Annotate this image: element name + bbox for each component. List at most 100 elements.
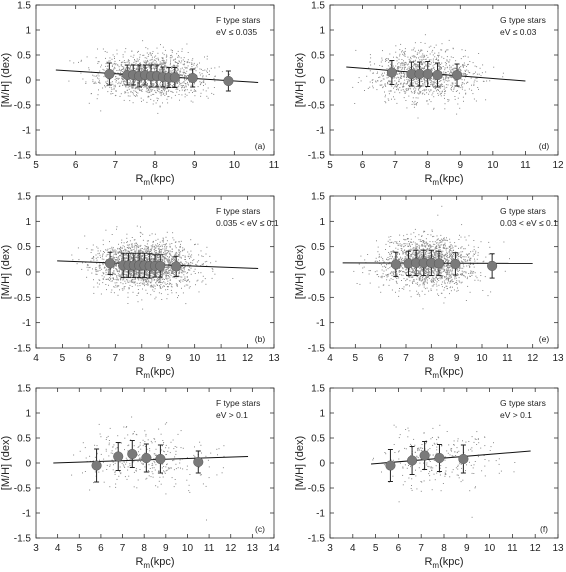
star-point <box>186 272 188 274</box>
star-point <box>161 271 163 273</box>
star-point <box>104 266 106 268</box>
star-point <box>146 278 148 279</box>
star-point <box>137 285 139 287</box>
star-point <box>171 256 173 258</box>
star-point <box>396 102 398 104</box>
star-point <box>387 65 389 67</box>
star-point <box>142 288 143 290</box>
star-point <box>119 75 121 76</box>
star-point <box>145 272 147 274</box>
star-point <box>401 63 403 65</box>
star-point <box>144 257 146 259</box>
star-point <box>159 277 161 279</box>
star-point <box>170 62 171 64</box>
star-point <box>164 62 166 64</box>
star-point <box>172 272 174 274</box>
star-point <box>143 66 145 68</box>
y-tick-label: 1 <box>25 217 31 228</box>
star-point <box>183 274 185 276</box>
star-point <box>454 68 456 70</box>
star-point <box>181 48 183 50</box>
x-tick-label: 9 <box>454 353 460 364</box>
star-point <box>150 59 152 61</box>
star-point <box>117 260 119 262</box>
star-point <box>181 87 182 89</box>
star-point <box>444 103 446 105</box>
star-point <box>143 54 145 56</box>
star-point <box>156 97 158 99</box>
star-point <box>395 65 397 67</box>
star-point <box>165 266 167 268</box>
star-point <box>172 273 173 274</box>
star-point <box>150 258 152 260</box>
star-point <box>111 248 113 250</box>
star-point <box>157 255 159 257</box>
star-point <box>423 57 425 58</box>
star-point <box>164 89 166 91</box>
star-point <box>154 69 156 71</box>
star-point <box>165 243 167 245</box>
star-point <box>165 254 167 256</box>
star-point <box>192 58 194 60</box>
star-point <box>158 281 160 283</box>
star-point <box>448 80 450 82</box>
star-point <box>480 75 482 77</box>
star-point <box>125 257 127 259</box>
bin-mean-marker <box>169 72 180 83</box>
y-tick-label: 0 <box>25 76 31 87</box>
star-point <box>113 273 115 275</box>
star-point <box>127 272 129 274</box>
star-point <box>135 60 137 62</box>
star-point <box>187 269 189 271</box>
star-point <box>464 89 466 91</box>
star-point <box>153 272 154 274</box>
star-point <box>450 56 452 58</box>
star-point <box>134 239 136 241</box>
star-point <box>159 279 161 281</box>
star-point <box>181 271 183 273</box>
star-point <box>131 258 133 260</box>
star-point <box>457 97 459 99</box>
star-point <box>125 86 127 88</box>
star-point <box>440 85 442 87</box>
star-point <box>459 107 461 109</box>
star-point <box>165 253 167 255</box>
star-point <box>137 68 139 70</box>
star-point <box>411 92 413 94</box>
star-point <box>149 90 151 92</box>
star-point <box>151 65 153 67</box>
star-point <box>152 85 154 87</box>
star-point <box>145 249 147 251</box>
star-point <box>412 66 414 67</box>
star-point <box>116 279 118 281</box>
star-point <box>97 286 99 288</box>
star-point <box>415 88 417 90</box>
star-point <box>136 274 138 276</box>
star-point <box>95 82 97 84</box>
star-point <box>178 73 180 75</box>
star-point <box>153 277 155 279</box>
star-point <box>411 55 413 57</box>
star-point <box>110 82 112 84</box>
star-point <box>129 100 131 102</box>
star-point <box>372 72 374 74</box>
star-point <box>148 92 150 94</box>
star-point <box>90 93 92 95</box>
star-point <box>145 47 147 49</box>
star-point <box>206 58 208 60</box>
star-point <box>161 275 163 277</box>
star-point <box>193 64 195 66</box>
star-point <box>444 74 446 76</box>
star-point <box>135 270 137 272</box>
star-point <box>134 284 136 286</box>
star-point <box>461 83 463 85</box>
star-point <box>142 83 144 85</box>
star-point <box>145 273 147 275</box>
star-point <box>183 263 185 265</box>
star-point <box>139 250 141 252</box>
x-tick-label: 6 <box>378 353 384 364</box>
star-point <box>128 61 130 63</box>
star-point <box>405 64 407 65</box>
star-point <box>157 90 158 92</box>
